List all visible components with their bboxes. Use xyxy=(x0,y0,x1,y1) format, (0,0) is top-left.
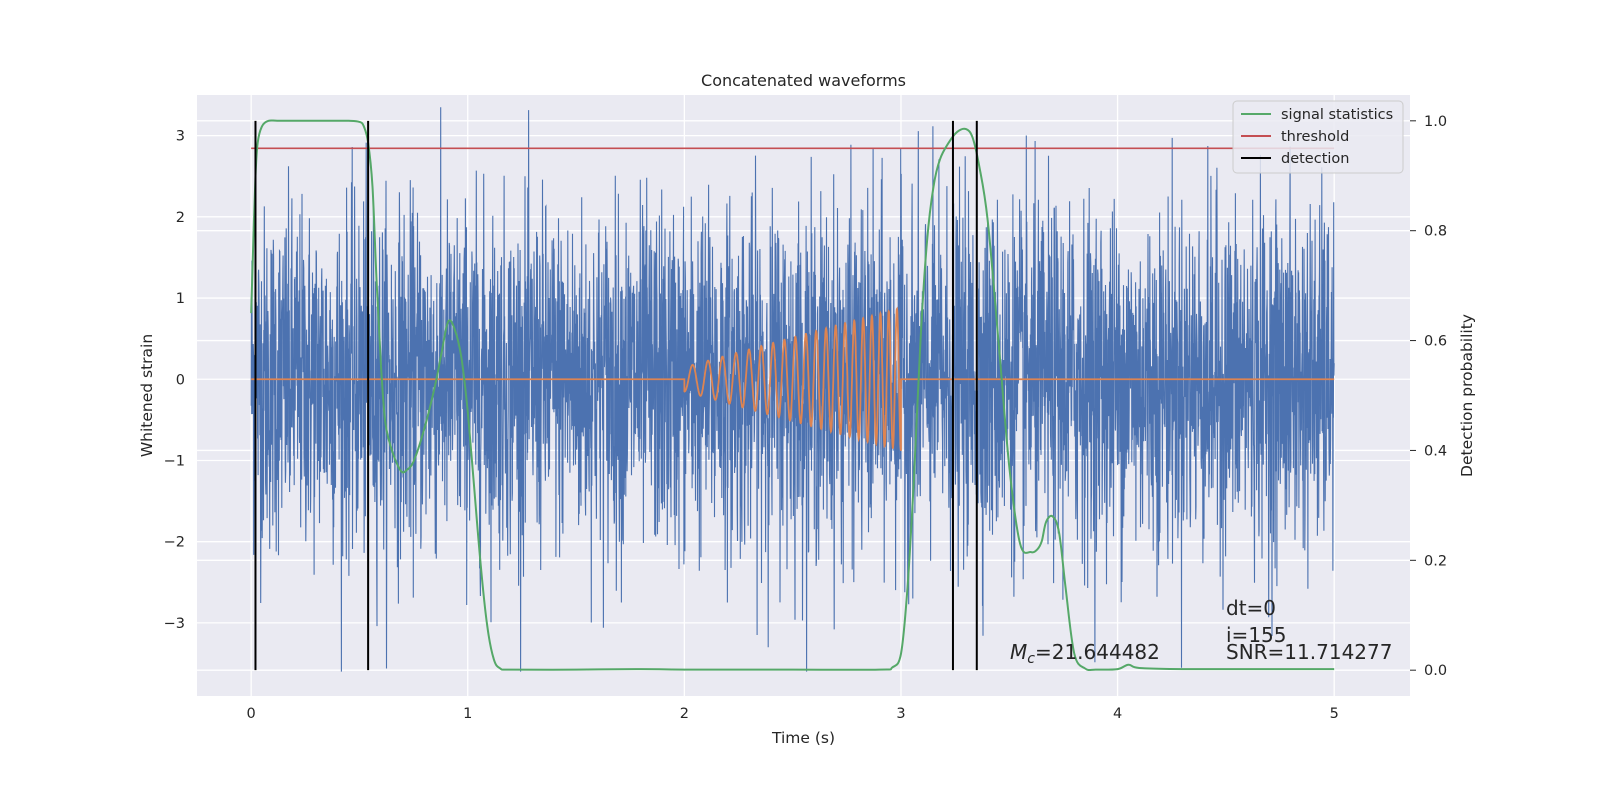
annotation-chirp-mass: Mc=21.644482 xyxy=(1010,640,1160,667)
x-tick-label: 5 xyxy=(1330,706,1339,722)
annotation-mc-subscript: c xyxy=(1027,651,1035,667)
legend-label-detection: detection xyxy=(1281,151,1349,167)
annotation-mc-symbol: M xyxy=(1010,640,1027,664)
legend-box xyxy=(1232,100,1404,174)
legend-label-threshold: threshold xyxy=(1281,129,1349,145)
annotation-dt: dt=0 xyxy=(1226,596,1276,620)
template-series-line xyxy=(251,306,1335,451)
y2-tick-label: 0.2 xyxy=(1424,553,1447,569)
y-tick-label: 1 xyxy=(176,291,185,307)
y-tick-label: −1 xyxy=(164,453,185,469)
y2-tick-label: 0.6 xyxy=(1424,334,1447,350)
y2-tick-label: 1.0 xyxy=(1424,114,1447,130)
annotation-mc-value: =21.644482 xyxy=(1035,640,1160,664)
y2-tick-label: 0.4 xyxy=(1424,443,1447,459)
data-layer xyxy=(250,107,1335,672)
y-tick-label: 0 xyxy=(176,372,185,388)
x-tick-label: 2 xyxy=(680,706,689,722)
y-tick-label: 2 xyxy=(176,210,185,226)
y2-axis-label: Detection probability xyxy=(1458,314,1476,477)
ticks: 0 1 2 3 4 5 −3 −2 −1 0 1 2 3 0.0 0.2 0.4 0.6 0.8 1.0 xyxy=(164,114,1447,722)
y-tick-label: −2 xyxy=(164,535,185,551)
signal-statistics-line xyxy=(250,119,1335,672)
y-tick-label: −3 xyxy=(164,616,185,632)
annotation-snr: SNR=11.714277 xyxy=(1226,640,1392,664)
x-tick-label: 1 xyxy=(463,706,472,722)
x-axis-label: Time (s) xyxy=(771,729,835,747)
legend-label-signal-statistics: signal statistics xyxy=(1281,107,1393,123)
chart-title: Concatenated waveforms xyxy=(701,71,906,90)
x-tick-label: 0 xyxy=(247,706,256,722)
y2-tick-label: 0.8 xyxy=(1424,224,1447,240)
x-tick-label: 4 xyxy=(1113,706,1122,722)
x-tick-label: 3 xyxy=(896,706,905,722)
y-tick-label: 3 xyxy=(176,129,185,145)
y-axis-label: Whitened strain xyxy=(138,334,156,457)
legend: signal statistics threshold detection xyxy=(1232,100,1404,174)
y2-tick-label: 0.0 xyxy=(1424,663,1447,679)
annotation-index: i=155 xyxy=(1226,623,1287,647)
